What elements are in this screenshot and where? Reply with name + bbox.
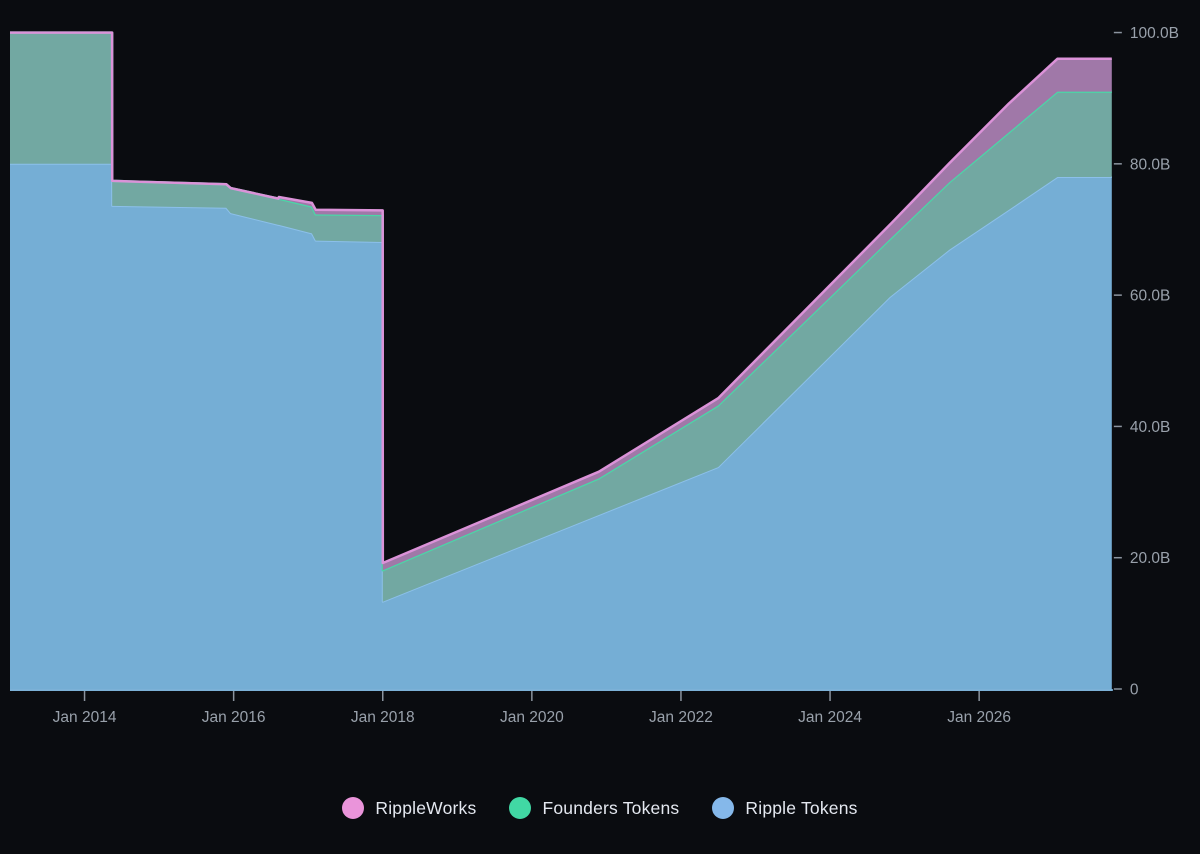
ripple-tokens-swatch-icon [712, 797, 735, 819]
y-tick-label: 0 [1130, 682, 1139, 699]
y-tick-label: 20.0B [1130, 550, 1171, 567]
founders-tokens-swatch-icon [509, 797, 532, 819]
legend-item-founders-tokens[interactable]: Founders Tokens [509, 797, 679, 819]
x-tick-label: Jan 2022 [649, 709, 713, 726]
chart-legend: RippleWorks Founders Tokens Ripple Token… [0, 797, 1200, 819]
x-tick-label: Jan 2026 [947, 709, 1011, 726]
rippleworks-swatch-icon [342, 797, 365, 819]
legend-label-ripple-tokens: Ripple Tokens [745, 797, 858, 818]
y-tick-label: 80.0B [1130, 156, 1171, 173]
x-tick-label: Jan 2014 [53, 709, 117, 726]
x-tick-label: Jan 2016 [202, 709, 266, 726]
legend-item-ripple-tokens[interactable]: Ripple Tokens [712, 797, 857, 819]
y-tick-label: 60.0B [1130, 288, 1171, 305]
x-tick-label: Jan 2024 [798, 709, 862, 726]
y-tick-label: 100.0B [1130, 25, 1179, 42]
x-tick-label: Jan 2018 [351, 709, 415, 726]
area-ripple-tokens [10, 163, 1112, 690]
edge-rippleworks [10, 31, 1112, 565]
legend-label-rippleworks: RippleWorks [375, 797, 477, 818]
y-tick-label: 40.0B [1130, 419, 1171, 436]
x-tick-label: Jan 2020 [500, 709, 564, 726]
legend-label-founders-tokens: Founders Tokens [542, 797, 680, 818]
legend-item-rippleworks[interactable]: RippleWorks [342, 797, 476, 819]
